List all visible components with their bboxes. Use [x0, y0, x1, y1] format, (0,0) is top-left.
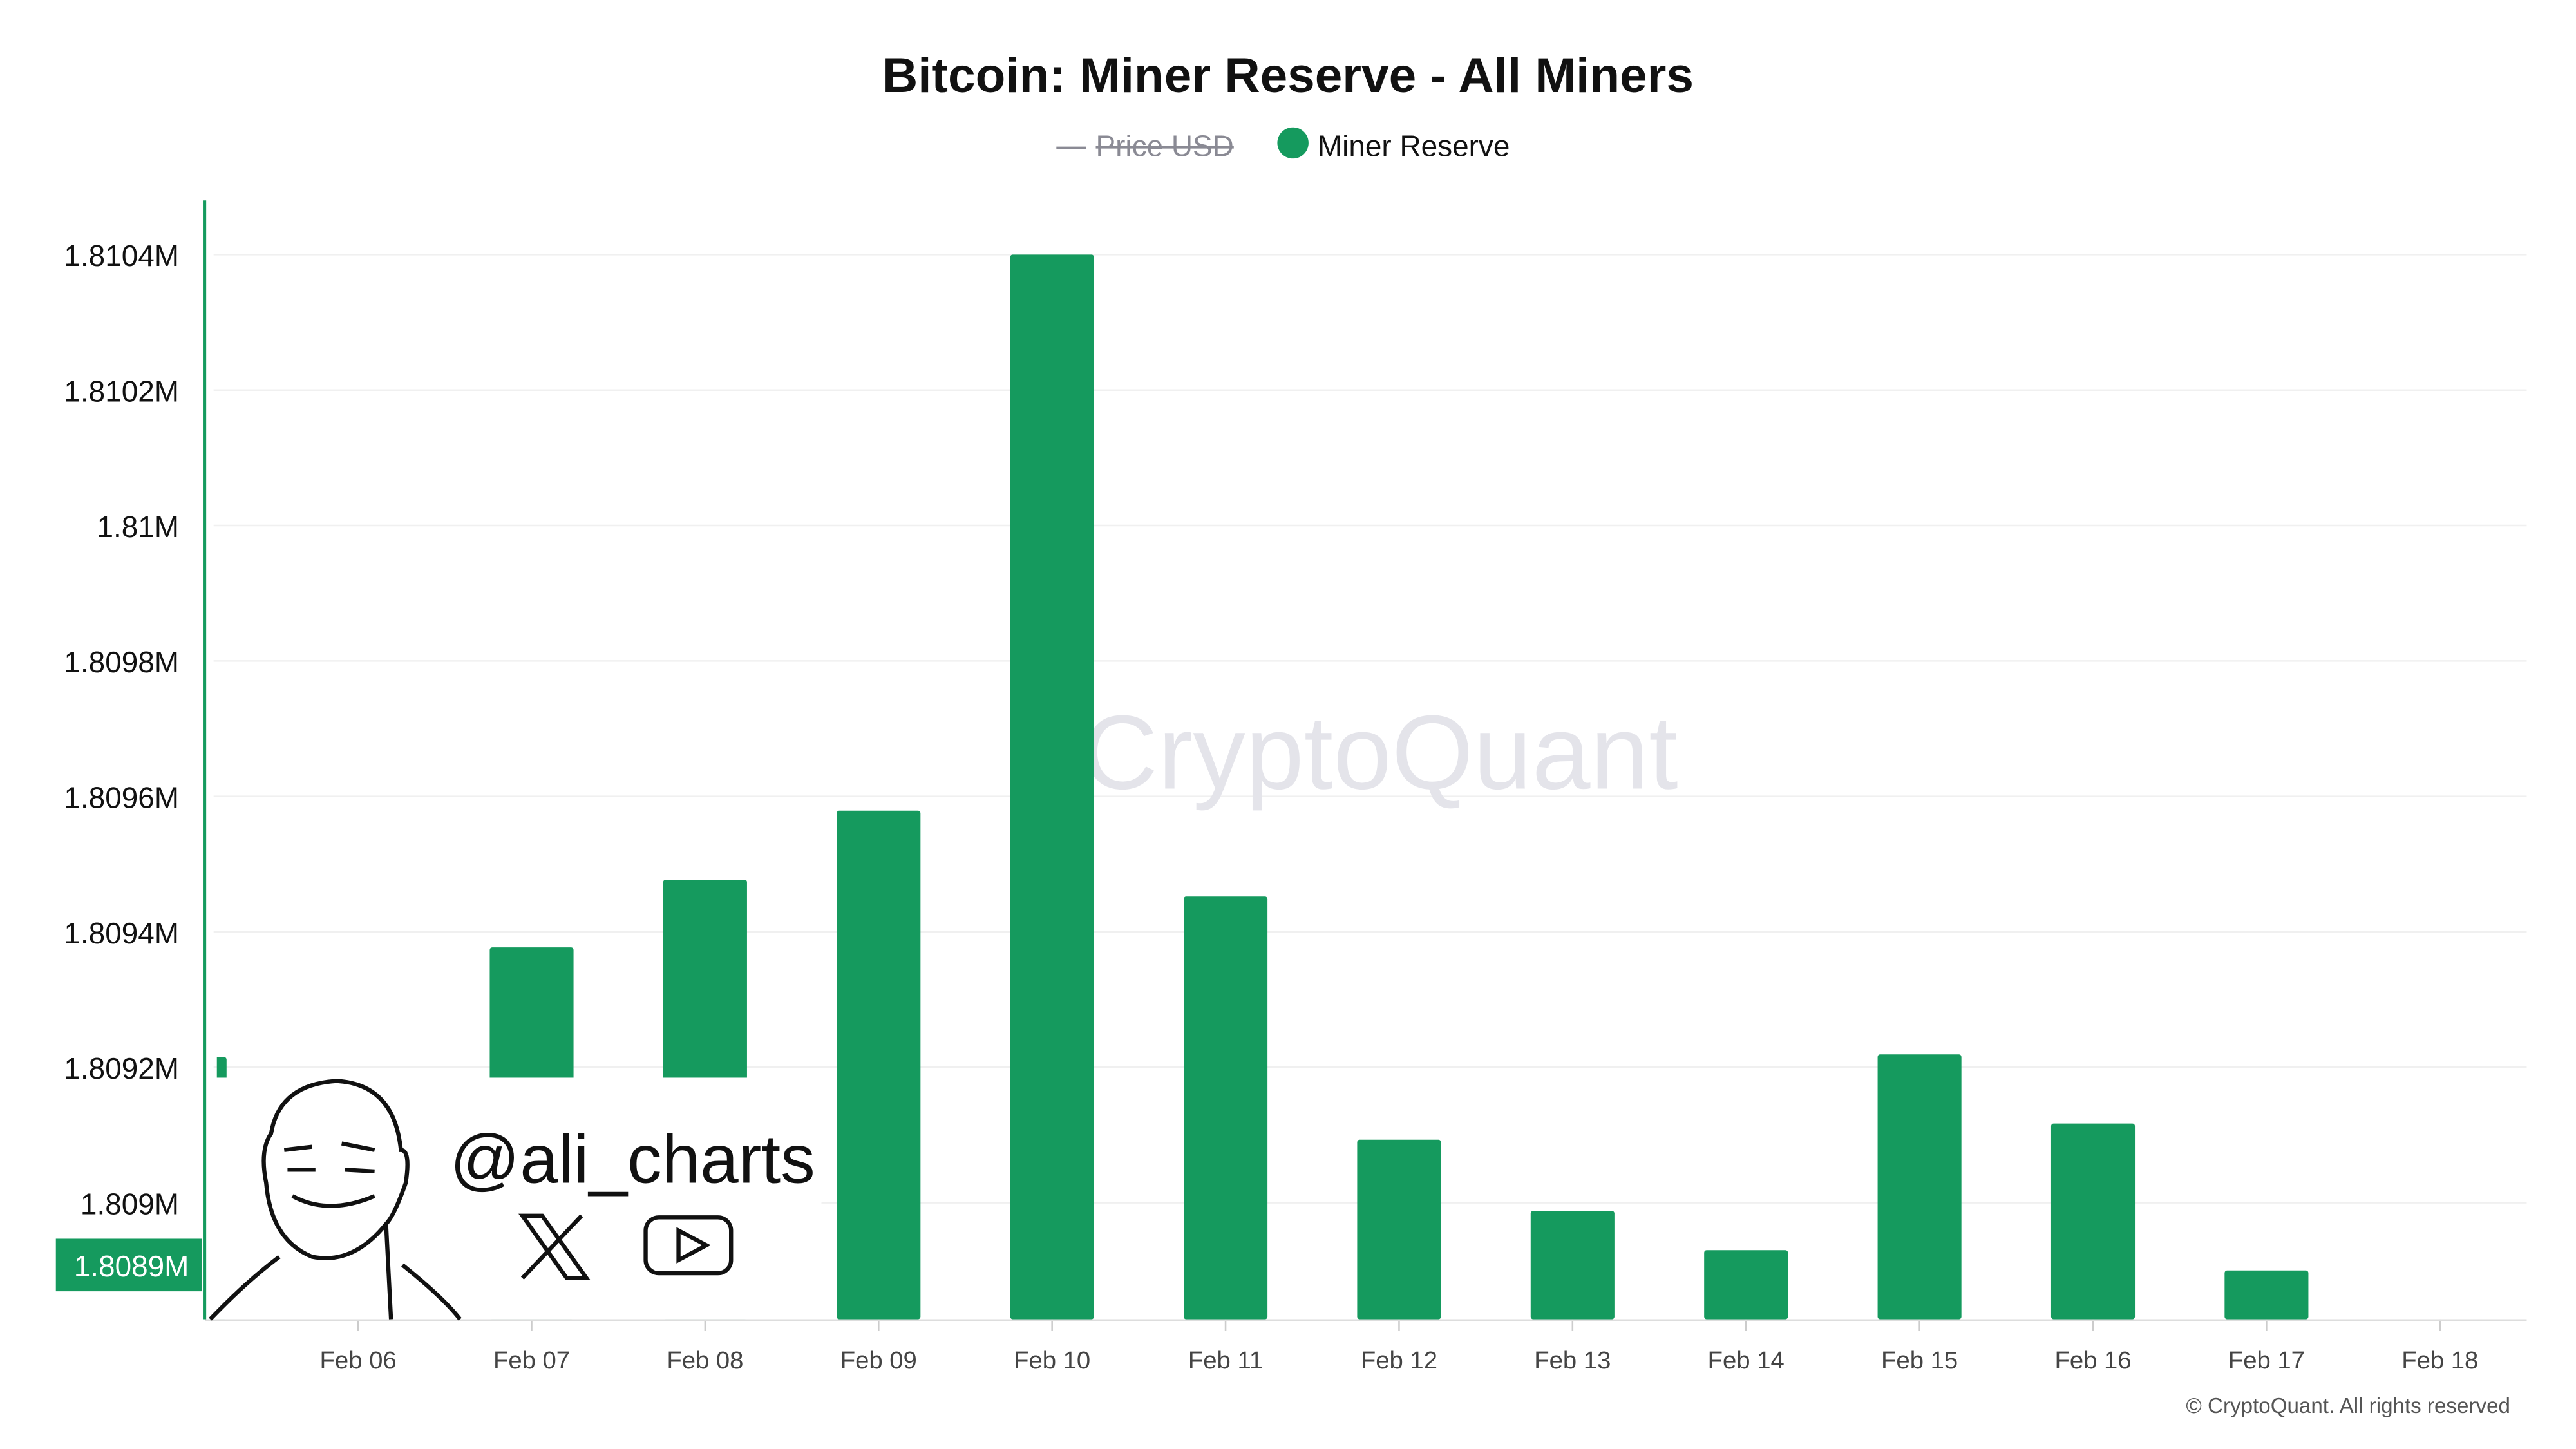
x-tick-label: Feb 17	[2228, 1347, 2305, 1374]
bar-feb-09	[837, 810, 921, 1320]
y-tick-label: 1.8094M	[64, 916, 179, 950]
x-tick-label: Feb 09	[840, 1347, 917, 1374]
legend-item-price-usd[interactable]: Price USD	[1056, 129, 1234, 162]
legend: Price USD Miner Reserve	[1056, 127, 1510, 163]
cartoon-face-icon	[209, 1079, 462, 1321]
x-tick-label: Feb 07	[493, 1347, 570, 1374]
crosshair-y-label: 1.8089M	[55, 1238, 202, 1292]
y-tick-label: 1.809M	[80, 1187, 179, 1220]
bar-feb-10	[1010, 254, 1094, 1320]
y-tick-label: 1.81M	[97, 510, 179, 544]
y-tick-label: 1.8092M	[64, 1052, 179, 1085]
y-axis-labels: 1.8104M 1.8102M 1.81M 1.8098M 1.8096M 1.8094M…	[64, 239, 179, 1220]
bar-feb-17	[2224, 1270, 2309, 1320]
x-tick-label: Feb 12	[1361, 1347, 1437, 1374]
y-tick-label: 1.8098M	[64, 645, 179, 679]
youtube-icon	[643, 1215, 734, 1276]
bar-feb-15	[1877, 1054, 1962, 1320]
legend-item-miner-reserve[interactable]: Miner Reserve	[1277, 127, 1510, 163]
bar-feb-11	[1184, 896, 1268, 1320]
bar-feb-14	[1704, 1250, 1788, 1320]
y-tick-label: 1.8104M	[64, 239, 179, 272]
legend-dot-icon	[1277, 127, 1309, 159]
x-tick-label: Feb 18	[2401, 1347, 2478, 1374]
ali-charts-overlay: @ali_charts	[209, 1077, 822, 1321]
watermark: CryptoQuant	[1082, 693, 1678, 811]
x-tick-label: Feb 11	[1188, 1347, 1263, 1374]
x-tick-label: Feb 15	[1881, 1347, 1958, 1374]
legend-label-price-usd: Price USD	[1096, 129, 1234, 162]
crosshair-value: 1.8089M	[74, 1249, 189, 1283]
bar-feb-16	[2050, 1123, 2136, 1320]
y-tick-label: 1.8102M	[64, 375, 179, 408]
legend-label-miner-reserve: Miner Reserve	[1318, 129, 1510, 162]
chart-title: Bitcoin: Miner Reserve - All Miners	[882, 48, 1694, 103]
x-tick-label: Feb 13	[1534, 1347, 1611, 1374]
x-tick-label: Feb 16	[2054, 1347, 2131, 1374]
handle-text: @ali_charts	[450, 1121, 815, 1198]
x-tick-label: Feb 08	[667, 1347, 743, 1374]
x-axis-labels: Feb 06 Feb 07 Feb 08 Feb 09 Feb 10 Feb 11 Feb …	[320, 1319, 2478, 1374]
x-tick-label: Feb 10	[1014, 1347, 1090, 1374]
bar-feb-13	[1530, 1211, 1615, 1320]
x-logo-icon	[518, 1213, 591, 1280]
y-tick-label: 1.8096M	[64, 781, 179, 815]
copyright-footer: © CryptoQuant. All rights reserved	[2186, 1394, 2510, 1418]
x-tick-label: Feb 14	[1708, 1347, 1785, 1374]
bar-feb-12	[1357, 1139, 1441, 1320]
x-tick-label: Feb 06	[320, 1347, 397, 1374]
